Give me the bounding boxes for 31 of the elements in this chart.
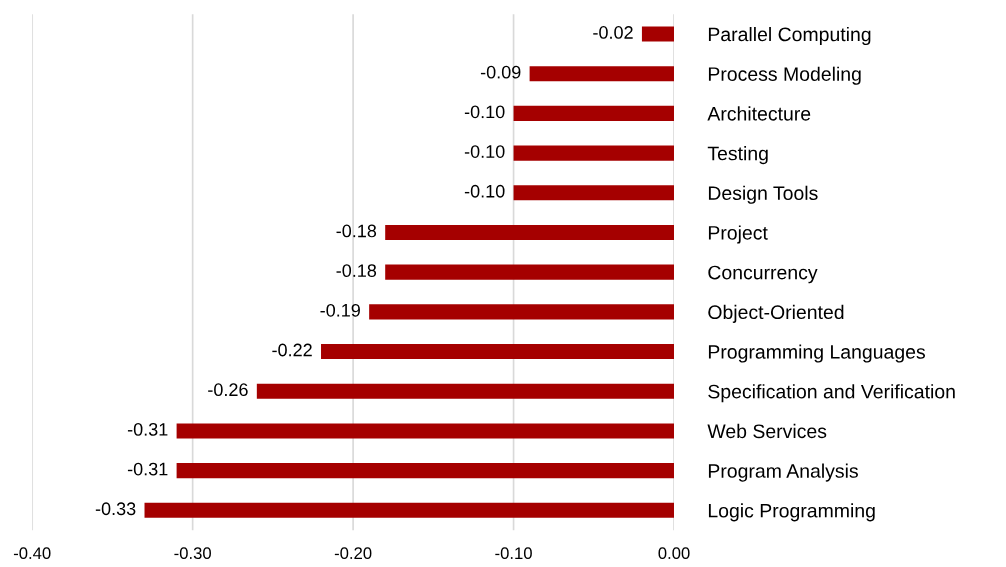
data-label: -0.19 xyxy=(320,303,360,317)
data-label: -0.31 xyxy=(127,462,168,476)
y-tick-label: Concurrency xyxy=(708,265,818,284)
y-tick-label: Architecture xyxy=(707,106,811,121)
y-tick-label: Project xyxy=(708,225,768,244)
y-tick-label: Specification and Verification xyxy=(708,384,955,403)
data-label: -0.31 xyxy=(127,422,168,436)
y-tick-label: Web Services xyxy=(707,423,827,439)
x-tick-label: -0.40 xyxy=(13,547,51,560)
data-label: -0.26 xyxy=(208,383,248,397)
y-tick-label: Design Tools xyxy=(708,185,818,204)
data-label: -0.33 xyxy=(95,502,136,516)
data-label: -0.18 xyxy=(336,224,377,238)
y-tick-label: Object-Oriented xyxy=(708,304,844,323)
data-label: -0.09 xyxy=(480,65,521,79)
y-tick-label: Process Modeling xyxy=(708,66,861,85)
data-label: -0.10 xyxy=(464,105,505,119)
x-tick-label: -0.10 xyxy=(495,547,532,560)
x-tick-label: 0.00 xyxy=(658,547,690,560)
data-label: -0.22 xyxy=(272,343,312,357)
data-label: -0.18 xyxy=(336,264,377,278)
x-tick-label: -0.20 xyxy=(334,547,372,560)
y-tick-label: Programming Languages xyxy=(708,344,925,363)
data-label: -0.10 xyxy=(464,145,505,158)
x-tick-label: -0.30 xyxy=(174,547,211,560)
data-label: -0.10 xyxy=(464,184,505,198)
y-tick-label: Parallel Computing xyxy=(708,26,871,46)
y-tick-label: Program Analysis xyxy=(708,463,858,482)
y-tick-label: Logic Programming xyxy=(708,503,875,522)
data-label: -0.02 xyxy=(593,26,633,39)
y-tick-label: Testing xyxy=(707,146,768,165)
